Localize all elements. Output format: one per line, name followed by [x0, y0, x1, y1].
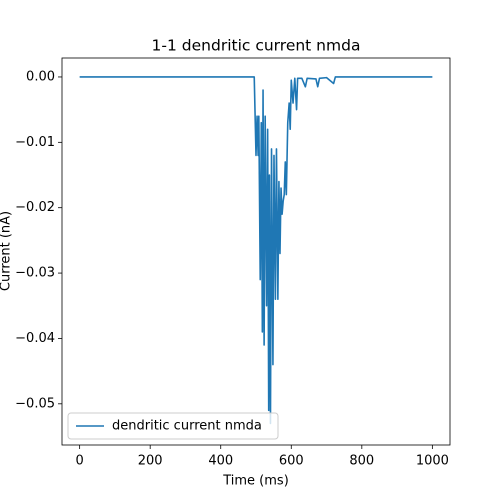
y-tick-label: −0.01	[15, 135, 55, 150]
y-axis-label: Current (nA)	[0, 211, 14, 291]
x-tick-label: 1000	[416, 454, 449, 469]
y-tick-label: −0.02	[15, 200, 55, 215]
x-tick-label: 800	[349, 454, 374, 469]
x-tick-label: 200	[138, 454, 163, 469]
data-line	[79, 76, 433, 425]
x-axis-label: Time (ms)	[222, 474, 289, 489]
x-tick-label: 0	[75, 454, 83, 469]
y-tick-label: −0.04	[15, 331, 55, 346]
legend-label: dendritic current nmda	[112, 419, 262, 434]
legend: dendritic current nmda	[67, 412, 279, 440]
legend-box	[67, 412, 279, 440]
x-tick-label: 600	[279, 454, 304, 469]
y-tick-label: 0.00	[26, 69, 55, 84]
axes-frame	[61, 57, 451, 446]
y-tick-label: −0.05	[15, 396, 55, 411]
x-tick-label: 400	[208, 454, 233, 469]
y-tick-label: −0.03	[15, 266, 55, 281]
chart-title: 1-1 dendritic current nmda	[152, 37, 361, 55]
